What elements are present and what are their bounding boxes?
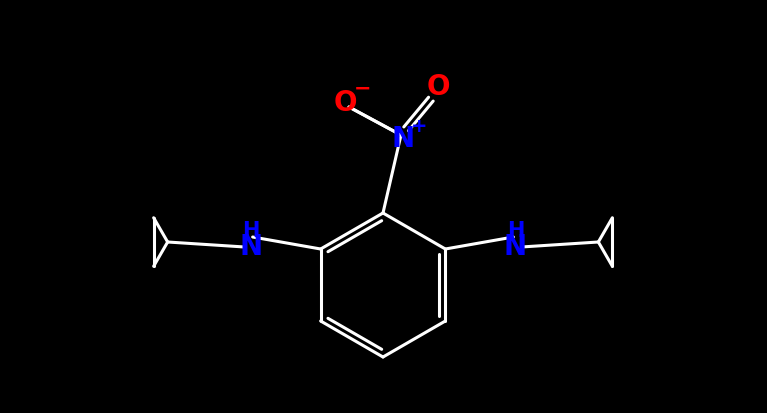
- Text: O: O: [426, 73, 449, 101]
- Text: O: O: [333, 89, 357, 117]
- Text: N: N: [239, 233, 262, 261]
- Text: H: H: [507, 221, 524, 241]
- Text: N: N: [504, 233, 527, 261]
- Text: N: N: [391, 125, 414, 153]
- Text: H: H: [242, 221, 259, 241]
- Text: −: −: [354, 79, 372, 99]
- Text: +: +: [411, 118, 427, 137]
